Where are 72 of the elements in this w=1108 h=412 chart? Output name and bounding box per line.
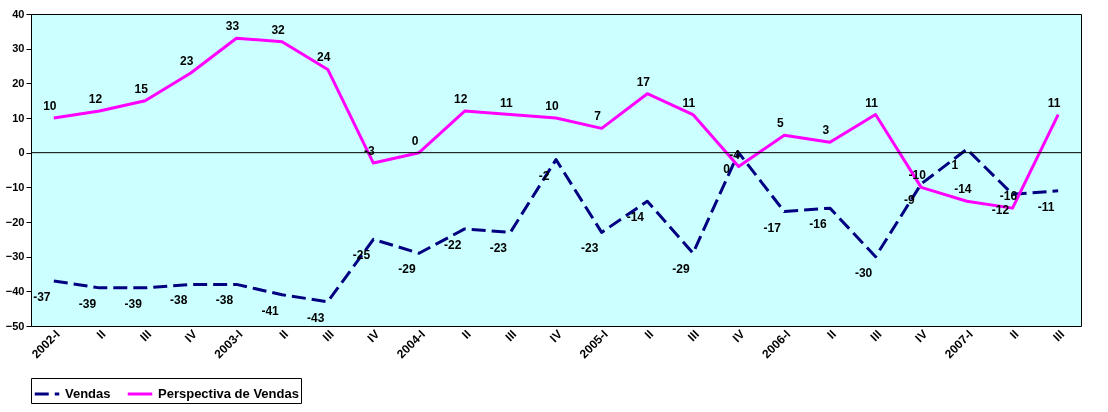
data-label: -43: [307, 310, 325, 325]
data-label: 10: [43, 99, 57, 113]
x-tick-label: II: [641, 327, 657, 342]
data-label: 17: [636, 74, 651, 89]
data-label: -14: [954, 182, 972, 197]
data-label: 12: [88, 92, 103, 107]
data-label: -11: [1037, 199, 1055, 214]
data-label: -23: [580, 241, 599, 256]
data-label: 10: [545, 99, 559, 113]
data-label: 11: [865, 95, 879, 110]
x-tick-label: II: [93, 327, 109, 342]
x-tick-label: III: [137, 327, 155, 345]
data-label: -16: [809, 217, 827, 232]
x-tick-label: IV: [181, 327, 200, 346]
x-tick-label: III: [319, 327, 337, 345]
x-tick-label: IV: [912, 327, 931, 346]
data-label: 11: [1047, 95, 1061, 110]
data-label: -12: [991, 203, 1010, 218]
data-label: -29: [672, 262, 690, 277]
x-tick-label: II: [1006, 327, 1022, 342]
data-label: -22: [444, 237, 462, 252]
data-label: 0: [723, 161, 731, 176]
legend-label: Perspectiva de Vendas: [158, 386, 299, 401]
data-label: -14: [626, 210, 645, 225]
data-label: 23: [180, 53, 194, 68]
y-tick-label: 30: [12, 42, 25, 55]
data-label: 11: [500, 95, 514, 110]
data-label: 32: [271, 22, 286, 37]
data-label: 24: [317, 50, 331, 65]
y-tick-label: −20: [5, 215, 25, 228]
y-tick-label: −30: [5, 250, 25, 263]
x-tick-label: III: [867, 327, 885, 345]
data-label: 5: [776, 116, 784, 131]
data-label: -17: [763, 220, 782, 235]
x-tick-label: III: [1050, 327, 1068, 345]
x-tick-label: III: [684, 327, 702, 345]
data-label: -37: [33, 289, 51, 304]
data-label: -4: [729, 147, 741, 162]
x-tick-label: II: [824, 327, 839, 342]
data-label: 33: [225, 19, 240, 34]
data-label: -39: [124, 296, 143, 311]
data-label: -39: [78, 296, 97, 311]
y-tick-label: 40: [12, 7, 25, 20]
data-label: 1: [951, 158, 959, 173]
x-tick-label: IV: [729, 327, 748, 346]
data-label: 0: [411, 133, 419, 148]
data-label: -30: [854, 265, 873, 280]
x-tick-label: IV: [547, 327, 565, 346]
data-label: 11: [682, 95, 696, 110]
x-tick-label: IV: [364, 327, 383, 346]
x-tick-label: II: [276, 327, 292, 342]
data-label: -25: [352, 248, 371, 263]
y-tick-label: −40: [5, 284, 25, 297]
data-label: -29: [398, 262, 417, 277]
y-tick-label: 0: [18, 146, 25, 159]
legend-label: Vendas: [65, 386, 111, 401]
data-label: 3: [822, 123, 830, 138]
x-tick-label: II: [459, 327, 474, 342]
y-tick-label: −10: [5, 180, 25, 193]
x-tick-label: III: [502, 327, 520, 345]
data-label: -41: [261, 303, 280, 318]
data-label: -38: [215, 293, 234, 308]
data-label: 15: [134, 81, 149, 96]
data-label: 12: [454, 92, 468, 107]
data-label: -38: [170, 293, 188, 308]
y-tick-label: 10: [12, 111, 25, 124]
y-tick-label: −50: [5, 319, 25, 332]
data-label: 7: [594, 109, 602, 124]
data-label: -23: [489, 241, 508, 256]
data-label: -16: [999, 189, 1018, 204]
data-label: -9: [903, 192, 915, 207]
y-tick-label: 20: [12, 76, 25, 89]
